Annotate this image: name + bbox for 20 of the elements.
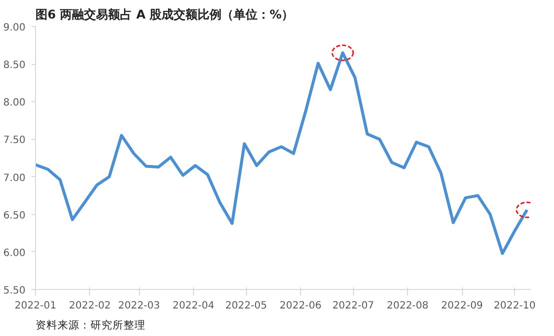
x-tick-label: 2022-01	[14, 300, 56, 312]
y-tick-label: 5.50	[3, 286, 26, 296]
text: 资料来源：研究所整理	[36, 318, 146, 332]
y-tick-label: 7.50	[3, 135, 26, 146]
x-tick-label: 2022-10	[494, 300, 536, 312]
y-tick-label: 6.50	[3, 210, 26, 222]
x-tick-label: 2022-02	[69, 300, 111, 312]
y-tick-label: 6.00	[3, 248, 26, 259]
x-tick-label: 2022-07	[332, 300, 374, 312]
x-tick-label: 2022-09	[441, 300, 483, 312]
y-tick-label: 9.00	[3, 22, 26, 34]
x-tick-label: 2022-08	[386, 300, 429, 312]
y-tick-label: 7.00	[3, 172, 26, 184]
x-tick-label: 2022-04	[172, 300, 214, 312]
y-tick-label: 8.50	[3, 60, 26, 72]
y-tick-label: 8.00	[3, 98, 26, 109]
x-tick-label: 2022-06	[280, 300, 322, 312]
x-tick-label: 2022-03	[118, 300, 160, 312]
x-tick-label: 2022-05	[225, 300, 268, 312]
chart-title: 图6 两融交易额占 A 股成交额比例（单位：%）	[36, 8, 294, 22]
